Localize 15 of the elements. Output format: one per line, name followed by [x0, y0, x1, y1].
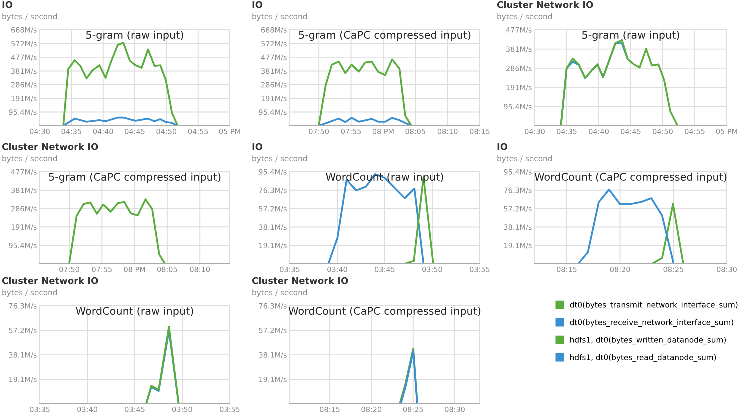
annotation: 5-gram (CaPC compressed input) [299, 30, 471, 42]
annotation: 5-gram (raw input) [582, 30, 680, 42]
chart-title: IO [2, 1, 13, 8]
annotation: 5-gram (raw input) [86, 30, 184, 42]
chart-title: IO [498, 143, 508, 150]
annotation: WordCount (CaPC compressed input) [534, 172, 727, 183]
chart-title: IO [252, 1, 263, 8]
chart-title: Cluster Network IO [252, 277, 348, 284]
annotation: WordCount (CaPC compressed input) [288, 306, 481, 318]
chart-title: Cluster Network IO [2, 143, 98, 150]
chart-title: IO [252, 143, 263, 150]
chart-title: Cluster Network IO [497, 1, 594, 8]
annotation: WordCount (raw input) [76, 306, 194, 318]
chart-title: Cluster Network IO [2, 277, 98, 284]
annotation: 5-gram (CaPC compressed input) [49, 172, 221, 183]
